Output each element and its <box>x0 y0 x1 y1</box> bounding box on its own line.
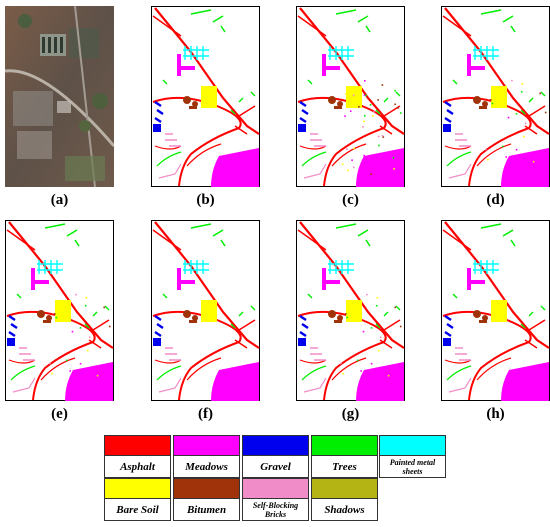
classification-map <box>296 220 405 401</box>
legend-label: Shadows <box>311 499 378 521</box>
legend-item-trees: Trees <box>311 435 378 478</box>
legend-label: Meadows <box>173 456 240 478</box>
panel-label-a: (a) <box>50 192 69 208</box>
legend-label: Bare Soil <box>104 499 171 521</box>
classification-map <box>5 220 114 401</box>
legend-swatch <box>311 435 378 456</box>
classification-map <box>441 220 550 401</box>
legend-item-painted-metal-sheets: Painted metal sheets <box>379 435 446 478</box>
legend-swatch <box>173 478 240 499</box>
panel-label-g: (g) <box>341 406 360 422</box>
panel-label-h: (h) <box>486 406 505 422</box>
classification-map <box>151 220 260 401</box>
classification-map-b <box>151 6 260 187</box>
classification-map <box>296 6 405 187</box>
legend-label: Asphalt <box>104 456 171 478</box>
legend-swatch <box>379 435 446 456</box>
legend-item-bare-soil: Bare Soil <box>104 478 171 521</box>
legend-swatch <box>173 435 240 456</box>
rgb-image-panel <box>5 6 114 187</box>
legend-item-self-blocking-bricks: Self-Blocking Bricks <box>242 478 309 521</box>
legend-label: Painted metal sheets <box>379 456 446 478</box>
classification-map-e <box>5 220 114 401</box>
classification-map-f <box>151 220 260 401</box>
legend-swatch <box>104 435 171 456</box>
legend-label: Gravel <box>242 456 309 478</box>
classification-map <box>151 6 260 187</box>
panel-label-c: (c) <box>342 192 359 208</box>
legend-swatch <box>104 478 171 499</box>
classification-map-c <box>296 6 405 187</box>
legend-label: Trees <box>311 456 378 478</box>
panel-label-e: (e) <box>51 406 68 422</box>
panel-label-d: (d) <box>486 192 505 208</box>
legend-swatch <box>242 435 309 456</box>
legend-swatch <box>311 478 378 499</box>
legend-label: Bitumen <box>173 499 240 521</box>
classification-map-d <box>441 6 550 187</box>
legend-item-asphalt: Asphalt <box>104 435 171 478</box>
class-legend: Asphalt Meadows Gravel Trees Painted met… <box>104 435 446 521</box>
legend-item-shadows: Shadows <box>311 478 378 521</box>
legend-label: Self-Blocking Bricks <box>242 499 309 521</box>
legend-item-meadows: Meadows <box>173 435 240 478</box>
legend-item-bitumen: Bitumen <box>173 478 240 521</box>
classification-map <box>441 6 550 187</box>
panel-label-b: (b) <box>196 192 215 208</box>
panel-label-f: (f) <box>198 406 213 422</box>
legend-item-gravel: Gravel <box>242 435 309 478</box>
aerial-rgb-image <box>5 6 114 187</box>
legend-swatch <box>242 478 309 499</box>
classification-map-h <box>441 220 550 401</box>
classification-map-g <box>296 220 405 401</box>
